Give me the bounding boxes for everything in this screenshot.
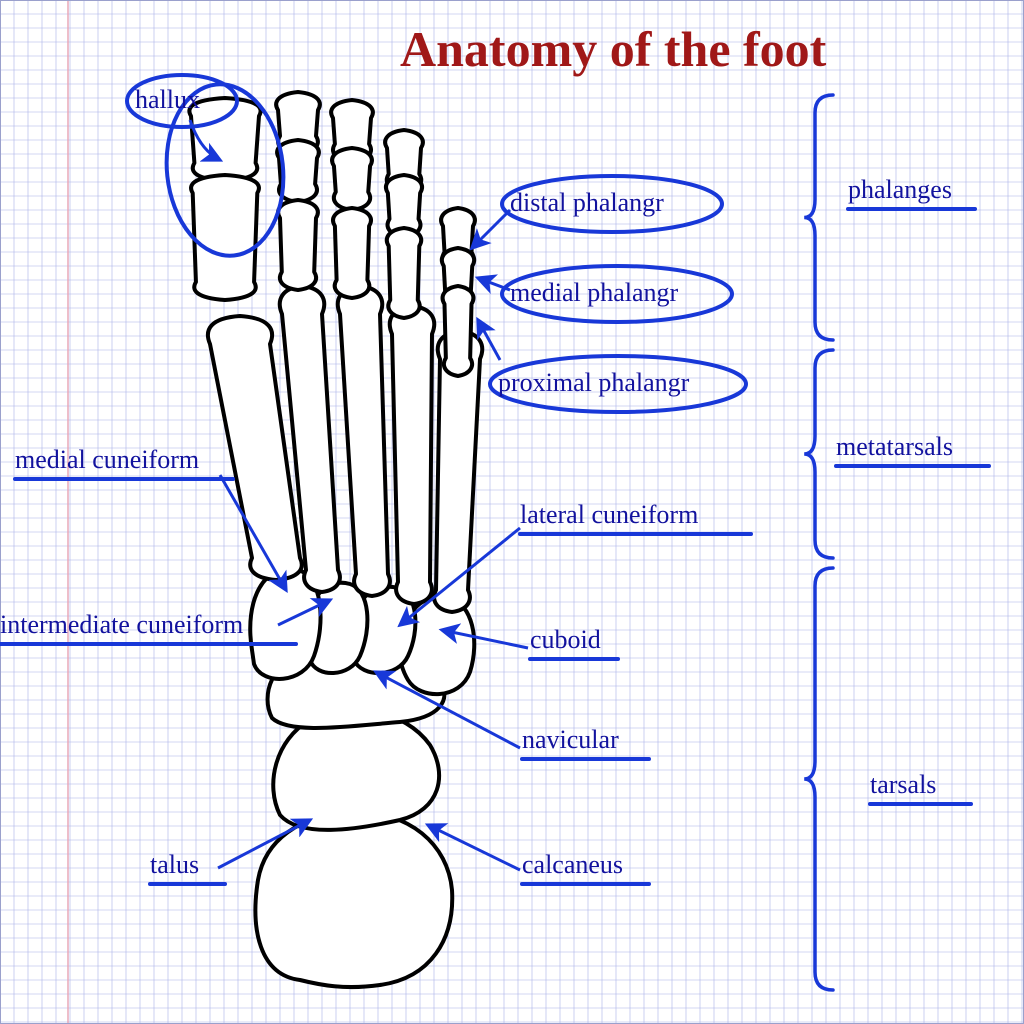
label-talus: talus [150, 850, 199, 880]
label-cuboid: cuboid [530, 625, 601, 655]
label-proximal-phalangr: proximal phalangr [498, 368, 689, 398]
label-calcaneus: calcaneus [522, 850, 623, 880]
page-title: Anatomy of the foot [400, 20, 826, 78]
label-medial-phalangr: medial phalangr [510, 278, 678, 308]
label-navicular: navicular [522, 725, 619, 755]
label-hallux: hallux [135, 85, 200, 115]
label-metatarsals: metatarsals [836, 432, 953, 462]
label-phalanges: phalanges [848, 175, 952, 205]
label-medial-cuneiform: medial cuneiform [15, 445, 199, 475]
label-tarsals: tarsals [870, 770, 936, 800]
label-distal-phalangr: distal phalangr [510, 188, 664, 218]
label-intermediate-cuneiform: intermediate cuneiform [0, 610, 243, 640]
label-lateral-cuneiform: lateral cuneiform [520, 500, 698, 530]
